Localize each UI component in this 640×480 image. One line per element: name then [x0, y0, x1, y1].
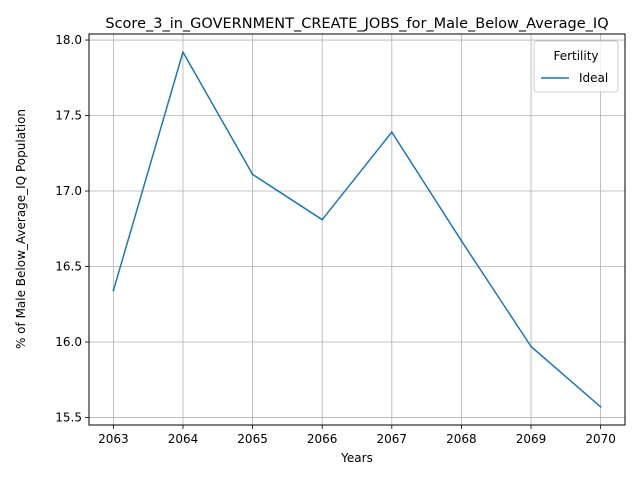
x-axis: 2063 2064 2065 2066 2067 2068 2069 2070 — [98, 425, 616, 446]
x-tick-label: 2063 — [98, 432, 129, 446]
y-tick-label: 17.5 — [55, 109, 82, 123]
series-group — [112, 51, 602, 408]
y-axis: 15.5 16.0 16.5 17.0 17.5 18.0 — [55, 33, 89, 424]
x-axis-label: Years — [340, 451, 373, 465]
x-tick-label: 2066 — [307, 432, 338, 446]
data-point — [182, 51, 184, 54]
x-tick-label: 2069 — [516, 432, 547, 446]
y-axis-label: % of Male Below_Average_IQ Population — [14, 109, 28, 349]
data-point — [251, 173, 254, 176]
y-tick-label: 17.0 — [55, 184, 82, 198]
y-tick-label: 18.0 — [55, 33, 82, 47]
x-tick-label: 2068 — [446, 432, 477, 446]
x-tick-label: 2064 — [168, 432, 199, 446]
data-point — [530, 345, 532, 348]
x-tick-label: 2067 — [377, 432, 408, 446]
legend: Fertility Ideal — [533, 40, 619, 93]
y-tick-label: 16.5 — [55, 259, 82, 273]
legend-entry-label: Ideal — [579, 71, 608, 85]
x-tick-label: 2065 — [237, 432, 268, 446]
series-line-0 — [112, 51, 602, 408]
y-tick-label: 15.5 — [55, 410, 82, 424]
legend-box — [533, 40, 619, 93]
data-point — [321, 218, 324, 221]
grid — [89, 34, 625, 425]
data-point — [599, 405, 602, 408]
legend-title: Fertility — [553, 49, 598, 63]
data-point — [460, 239, 463, 242]
chart-title: Score_3_in_GOVERNMENT_CREATE_JOBS_for_Ma… — [105, 16, 608, 32]
plot-area — [88, 33, 626, 426]
data-point — [390, 131, 393, 134]
y-tick-label: 16.0 — [55, 335, 82, 349]
data-point — [112, 289, 115, 292]
x-tick-label: 2070 — [585, 432, 616, 446]
